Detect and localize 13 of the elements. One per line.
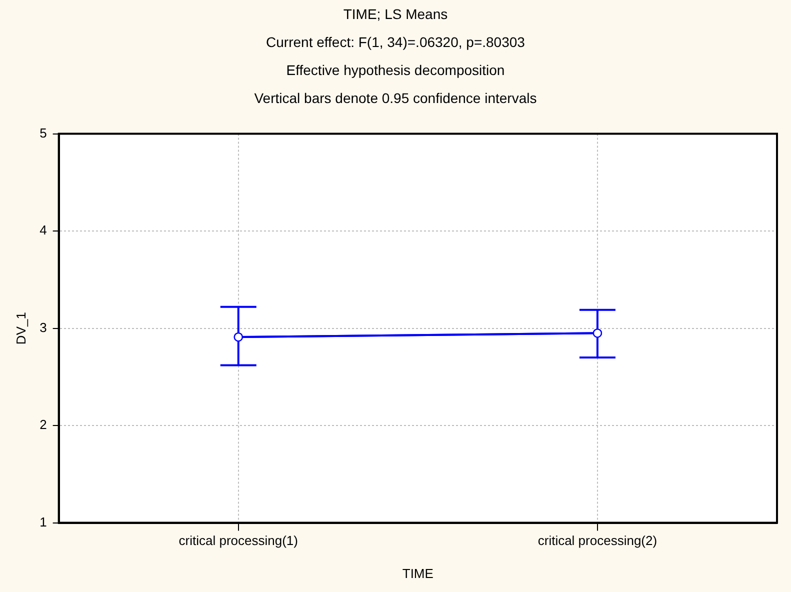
chart-title: TIME; LS Means bbox=[342, 5, 449, 24]
text: Vertical bars denote 0.95 confidence intervals bbox=[253, 89, 538, 108]
y-axis-title: DV_1 bbox=[13, 312, 28, 345]
text: Effective hypothesis decomposition bbox=[285, 61, 506, 80]
y-tick-label: 4 bbox=[40, 222, 47, 238]
y-tick-label: 5 bbox=[40, 125, 47, 140]
y-tick-label: 3 bbox=[40, 320, 47, 335]
y-tick-label: 2 bbox=[40, 417, 47, 432]
x-tick-label: critical processing(2) bbox=[538, 533, 658, 548]
y-tick-label: 1 bbox=[40, 514, 47, 530]
chart-subtitle: Current effect: F(1, 34)=.06320, p=.80303 bbox=[265, 33, 526, 52]
x-axis-title: TIME bbox=[402, 566, 434, 581]
x-tick-label: critical processing(1) bbox=[178, 533, 298, 548]
